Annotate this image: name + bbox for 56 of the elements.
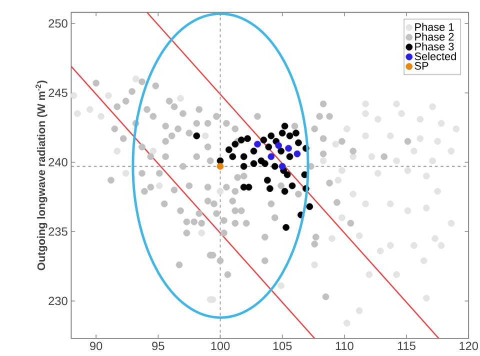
point	[232, 140, 239, 148]
point	[288, 182, 296, 189]
legend-label: Phase 1	[415, 22, 454, 31]
y-tick-label: 250	[48, 19, 68, 28]
y-tick-label: 235	[48, 227, 68, 236]
point	[286, 153, 294, 160]
point	[229, 153, 236, 160]
point	[226, 146, 232, 153]
point	[216, 157, 224, 164]
point	[240, 153, 248, 160]
point	[295, 139, 302, 146]
point	[278, 147, 285, 154]
point	[265, 143, 272, 150]
x-tick-label: 95	[152, 342, 164, 350]
point	[292, 129, 300, 136]
legend-label: SP	[414, 62, 428, 70]
y-tick-label: 230	[48, 296, 68, 305]
point	[264, 176, 271, 184]
y-tick-label: 240	[48, 158, 68, 166]
legend-label: Phase 3	[415, 42, 454, 50]
x-tick-label: 90	[90, 342, 102, 350]
point	[294, 150, 301, 158]
point	[260, 136, 268, 144]
point	[278, 162, 286, 170]
point	[285, 144, 292, 152]
point	[281, 188, 288, 195]
point	[245, 184, 252, 190]
point	[238, 136, 245, 144]
x-tick-label: 115	[398, 342, 416, 350]
point	[271, 162, 278, 170]
point	[306, 202, 314, 210]
point	[278, 129, 286, 136]
x-tick-label: 110	[336, 342, 354, 350]
point	[250, 160, 258, 167]
point	[193, 132, 200, 140]
point	[266, 184, 274, 192]
point	[268, 132, 275, 140]
point	[275, 142, 282, 149]
point	[282, 224, 290, 231]
point	[268, 153, 275, 160]
point	[281, 122, 288, 130]
x-tick-label: 105	[273, 342, 292, 350]
x-tick-label: 100	[211, 342, 230, 350]
point	[254, 140, 261, 148]
legend-label: Phase 2	[415, 32, 454, 40]
y-tick-label: 245	[48, 88, 68, 97]
point	[244, 134, 251, 142]
x-tick-label: 120	[460, 342, 478, 350]
point	[240, 162, 248, 170]
point	[250, 147, 258, 154]
y-axis-title: Outgoing longwave radiation (W m$^{-2}$)	[36, 80, 48, 270]
point	[284, 171, 291, 178]
legend-label: Selected	[414, 52, 456, 60]
point	[216, 162, 224, 170]
point	[262, 160, 268, 167]
point	[286, 132, 294, 140]
